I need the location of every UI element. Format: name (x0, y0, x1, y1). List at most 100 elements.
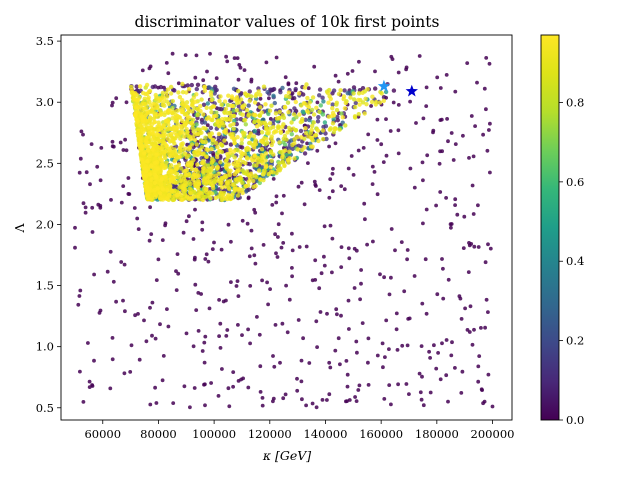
data-point (226, 93, 231, 98)
data-point (81, 400, 86, 404)
data-point (220, 117, 225, 122)
data-point (98, 308, 103, 313)
data-point (224, 334, 229, 338)
data-point (140, 68, 145, 73)
data-point (238, 150, 244, 155)
data-point (204, 154, 209, 159)
data-point (269, 142, 274, 148)
data-point (245, 221, 250, 226)
y-tick-label: 1.0 (36, 340, 54, 354)
data-point (223, 165, 229, 170)
data-point (336, 79, 341, 84)
data-point (323, 124, 329, 129)
data-point (438, 86, 443, 90)
data-point (373, 69, 377, 74)
data-point (235, 168, 240, 173)
data-point (287, 149, 292, 154)
data-point (271, 354, 275, 358)
data-point (240, 168, 245, 173)
data-point (314, 105, 319, 111)
data-point (152, 160, 158, 166)
data-point (263, 102, 268, 107)
data-point (140, 117, 146, 123)
data-point (199, 130, 204, 135)
data-point (362, 111, 367, 116)
data-point (267, 121, 273, 126)
data-point (88, 182, 92, 187)
data-point (92, 358, 96, 363)
data-point (209, 117, 214, 122)
data-point (229, 94, 235, 99)
data-point (165, 136, 171, 142)
data-point (232, 172, 237, 177)
data-point (151, 101, 156, 107)
data-point (203, 334, 208, 339)
data-point (235, 56, 240, 60)
data-point (149, 177, 154, 182)
data-point (201, 125, 206, 131)
data-point (156, 128, 161, 133)
data-point (201, 78, 206, 83)
data-point (191, 129, 196, 134)
data-point (330, 102, 335, 107)
data-point (353, 395, 357, 399)
data-point (204, 116, 210, 121)
data-point (265, 280, 269, 285)
data-point (168, 179, 174, 184)
data-point (421, 178, 425, 183)
data-point (183, 151, 188, 156)
data-point (470, 342, 475, 347)
data-point (247, 89, 252, 94)
data-point (196, 194, 202, 199)
data-point (223, 173, 228, 178)
data-point (203, 257, 208, 261)
data-point (77, 170, 82, 175)
data-point (292, 106, 297, 111)
data-point (305, 95, 310, 101)
data-point (248, 140, 253, 146)
data-point (200, 349, 205, 353)
data-point (256, 89, 261, 94)
data-point (446, 139, 450, 144)
data-point (315, 345, 319, 349)
data-point (310, 95, 316, 100)
data-point (219, 135, 224, 140)
data-point (77, 294, 82, 298)
data-point (280, 159, 285, 165)
data-point (461, 246, 466, 251)
data-point (333, 348, 338, 353)
data-point (214, 113, 219, 119)
data-point (99, 146, 104, 150)
data-point (144, 173, 149, 179)
data-point (290, 266, 294, 270)
data-point (218, 321, 223, 326)
data-point (190, 177, 196, 182)
data-point (136, 128, 141, 133)
data-point (247, 161, 252, 167)
data-point (240, 180, 245, 185)
data-point (228, 147, 233, 152)
data-point (224, 298, 228, 303)
data-point (325, 398, 329, 402)
data-point (299, 379, 304, 384)
data-point (357, 102, 362, 107)
data-point (185, 114, 190, 119)
data-point (352, 286, 357, 290)
data-point (139, 125, 145, 130)
data-point (234, 121, 239, 127)
data-point (155, 144, 161, 150)
data-point (161, 354, 166, 358)
data-point (186, 87, 192, 92)
data-point (252, 158, 258, 163)
data-point (316, 115, 321, 120)
data-point (133, 313, 138, 318)
data-point (317, 286, 322, 291)
data-point (194, 86, 199, 92)
data-point (205, 147, 211, 153)
data-point (264, 127, 269, 132)
data-point (391, 88, 397, 93)
data-point (233, 177, 238, 182)
data-point (246, 385, 251, 390)
data-point (202, 88, 207, 94)
data-point (284, 137, 289, 142)
